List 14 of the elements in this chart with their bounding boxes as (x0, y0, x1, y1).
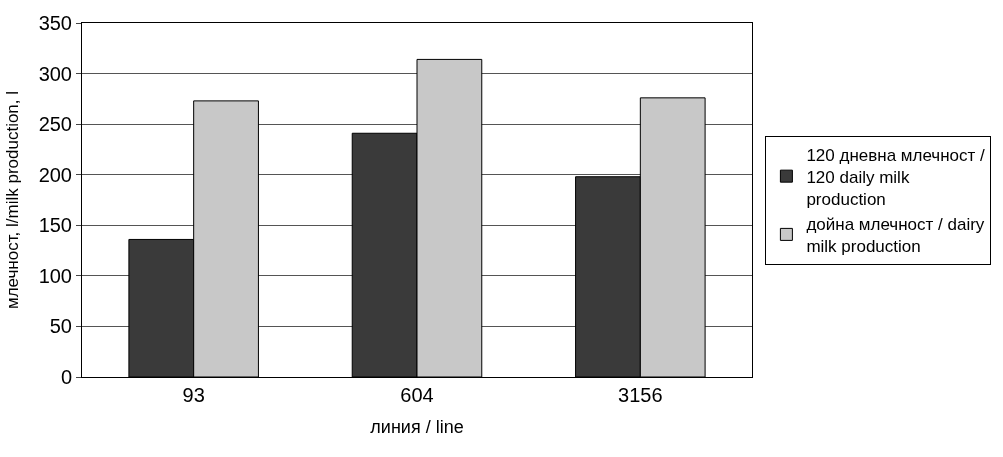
x-tick-label: 93 (182, 384, 205, 406)
y-tick-label: 250 (38, 113, 72, 136)
y-tick-label: 350 (38, 12, 72, 34)
y-tick-label: 200 (38, 163, 72, 186)
y-tick-label: 50 (49, 315, 72, 338)
y-axis-title: млечност, l/milk production, l (3, 90, 23, 310)
y-tick-label: 150 (38, 214, 72, 237)
y-tick-label: 0 (60, 366, 72, 388)
x-axis-title: линия / line (370, 417, 464, 438)
x-tick-label: 604 (400, 384, 434, 406)
y-tick-label: 100 (38, 264, 72, 287)
legend-label: дойна млечност / dairy milk production (806, 214, 985, 257)
y-tick-label: 300 (38, 62, 72, 85)
x-tick-label: 3156 (618, 384, 663, 406)
